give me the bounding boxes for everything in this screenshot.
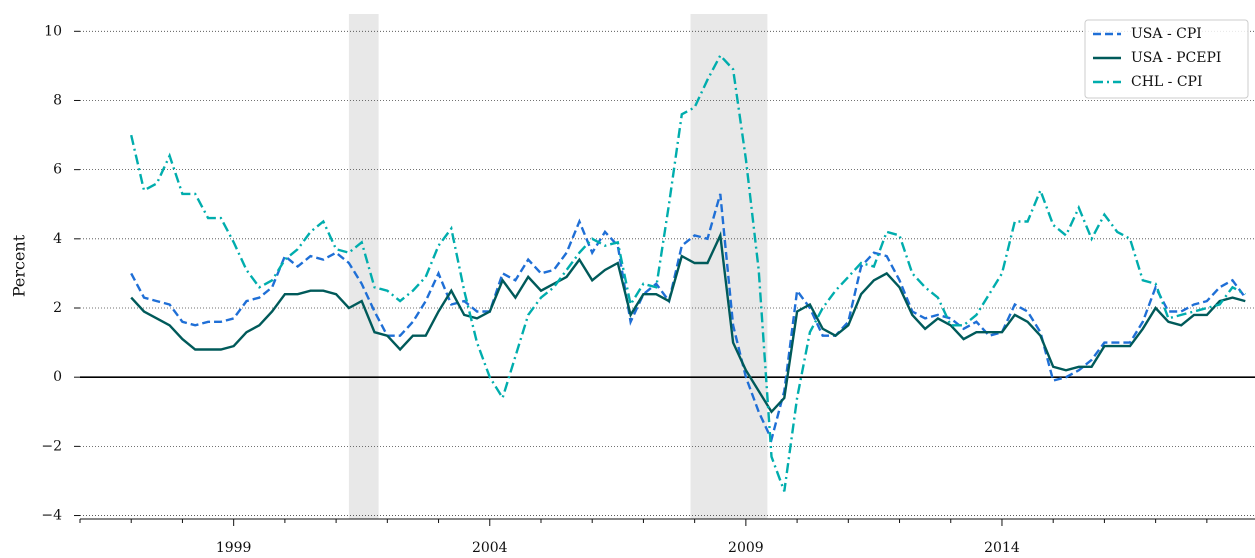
x-tick-label: 2004 xyxy=(472,540,508,556)
y-tick-label: 8 xyxy=(53,92,62,108)
legend-label: USA - PCEPI xyxy=(1131,50,1221,66)
shaded-region xyxy=(690,14,768,519)
y-tick-label: 0 xyxy=(53,369,62,385)
legend-label: CHL - CPI xyxy=(1131,74,1203,90)
series-line xyxy=(130,231,1246,414)
x-tick-label: 2009 xyxy=(728,540,764,556)
legend-box xyxy=(1084,19,1249,99)
series-line xyxy=(130,193,1247,443)
y-tick-label: −2 xyxy=(41,438,62,454)
shaded-region xyxy=(348,14,379,519)
y-tick-label: 4 xyxy=(53,231,62,247)
x-tick-label: 1999 xyxy=(216,540,252,556)
y-axis-label: Percent xyxy=(10,234,29,297)
series-line xyxy=(130,53,1246,492)
legend-label: USA - CPI xyxy=(1131,26,1202,42)
y-tick-label: 6 xyxy=(53,162,62,178)
y-tick-label: 10 xyxy=(44,23,62,39)
y-tick-label: 2 xyxy=(53,300,62,316)
x-tick-label: 2014 xyxy=(984,540,1020,556)
y-tick-label: −4 xyxy=(41,508,62,524)
